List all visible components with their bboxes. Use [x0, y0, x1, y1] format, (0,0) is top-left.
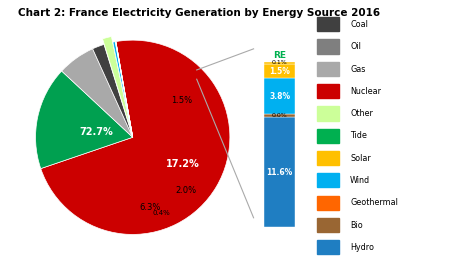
Text: 11.6%: 11.6% [266, 168, 293, 177]
Bar [317, 84, 339, 98]
Text: 1.5%: 1.5% [171, 96, 192, 105]
Bar [317, 39, 339, 54]
Bar [264, 114, 295, 117]
Bar [317, 196, 339, 210]
Wedge shape [41, 40, 230, 234]
Wedge shape [116, 42, 133, 137]
Text: 2.0%: 2.0% [175, 186, 197, 195]
Wedge shape [115, 42, 133, 137]
Wedge shape [116, 42, 133, 137]
Text: Solar: Solar [350, 154, 371, 163]
Wedge shape [62, 49, 133, 137]
Text: Hydro: Hydro [350, 243, 374, 252]
Bar [317, 151, 339, 165]
Bar [317, 62, 339, 76]
Text: Coal: Coal [350, 20, 368, 29]
Wedge shape [116, 42, 133, 137]
Text: Gas: Gas [350, 64, 365, 73]
Bar [317, 218, 339, 232]
Bar [264, 117, 295, 227]
Text: Bio: Bio [350, 221, 363, 230]
Text: Tide: Tide [350, 131, 367, 140]
Wedge shape [36, 71, 133, 169]
Bar [264, 62, 295, 64]
Bar [317, 106, 339, 120]
Bar [317, 240, 339, 254]
Wedge shape [113, 42, 133, 137]
Text: 72.7%: 72.7% [79, 128, 113, 138]
Text: 0.4%: 0.4% [153, 210, 171, 216]
Text: Other: Other [350, 109, 373, 118]
Text: Oil: Oil [350, 42, 361, 51]
Text: 6.3%: 6.3% [139, 203, 161, 212]
Text: Geothermal: Geothermal [350, 199, 398, 208]
Bar [264, 78, 295, 114]
Wedge shape [92, 44, 133, 137]
Bar [317, 129, 339, 143]
Text: Wind: Wind [350, 176, 370, 185]
Bar [317, 173, 339, 187]
Bar [317, 17, 339, 31]
Text: 0.1%: 0.1% [272, 60, 288, 65]
Text: 3.8%: 3.8% [269, 92, 290, 101]
Wedge shape [102, 36, 131, 132]
Text: 0.0%: 0.0% [272, 113, 288, 118]
Text: 1.5%: 1.5% [269, 67, 290, 76]
Text: 17.2%: 17.2% [166, 159, 200, 169]
Text: RE: RE [273, 51, 286, 60]
Bar [264, 64, 295, 78]
Text: Chart 2: France Electricity Generation by Energy Source 2016: Chart 2: France Electricity Generation b… [18, 8, 380, 18]
Text: Nuclear: Nuclear [350, 87, 381, 96]
